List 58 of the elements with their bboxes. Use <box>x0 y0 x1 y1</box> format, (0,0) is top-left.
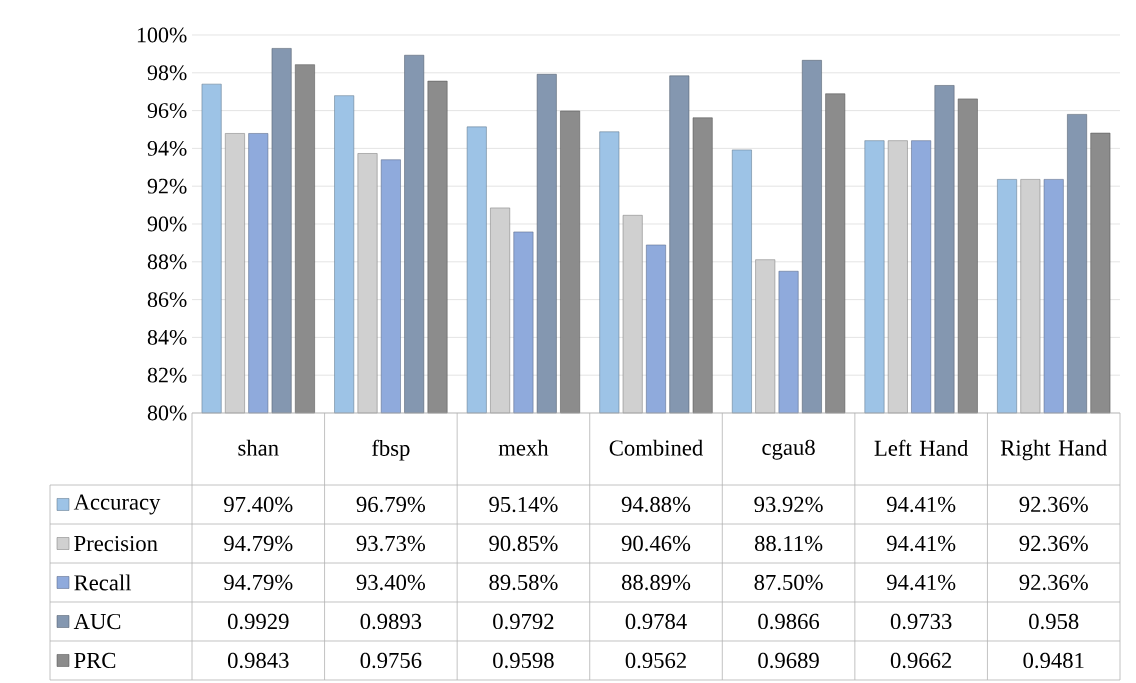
data-label: 88.89% <box>621 574 691 591</box>
data-label: 95.14% <box>489 496 558 513</box>
legend-label: AUC <box>73 613 121 630</box>
y-tick-label: 80% <box>147 405 187 421</box>
data-label: 93.92% <box>754 496 823 513</box>
y-tick-label: 98% <box>147 65 187 81</box>
x-tick-label: fbsp <box>372 439 410 461</box>
data-label: 0.9784 <box>625 613 687 630</box>
y-tick-label: 90% <box>147 216 187 232</box>
data-label: 94.88% <box>621 496 691 513</box>
data-label: 0.9843 <box>227 652 289 669</box>
data-label: 92.36% <box>1019 574 1088 591</box>
data-label: 93.73% <box>356 535 426 552</box>
data-label: 87.50% <box>754 574 823 591</box>
data-label: 93.40% <box>356 574 426 591</box>
data-label: 0.9598 <box>493 652 554 669</box>
data-label: 0.958 <box>1029 613 1079 630</box>
y-tick-label: 82% <box>147 367 187 383</box>
data-label: 0.9481 <box>1023 652 1084 669</box>
data-label: 0.9756 <box>360 652 422 669</box>
data-label: 88.11% <box>754 535 823 552</box>
data-label: 0.9866 <box>758 613 820 630</box>
y-tick-label: 100% <box>137 27 187 43</box>
data-label: 96.79% <box>356 496 426 513</box>
x-tick-label: Right Hand <box>1000 439 1107 461</box>
y-tick-label: 86% <box>147 292 187 308</box>
data-label: 92.36% <box>1019 496 1088 513</box>
x-tick-label: Left Hand <box>874 439 969 456</box>
data-label: 94.79% <box>224 535 293 552</box>
data-label: 0.9689 <box>758 652 819 669</box>
data-label: 0.9893 <box>360 613 422 630</box>
y-tick-label: 92% <box>147 178 187 194</box>
data-label: 0.9562 <box>625 652 686 669</box>
y-tick-label: 84% <box>147 329 187 345</box>
data-label: 90.46% <box>621 535 691 552</box>
x-tick-label: cgau8 <box>762 439 815 460</box>
data-label: 97.40% <box>224 496 293 513</box>
data-label: 94.41% <box>886 574 956 591</box>
y-tick-label: 96% <box>147 103 187 119</box>
data-label: 0.9792 <box>493 613 554 630</box>
data-label: 92.36% <box>1019 535 1088 552</box>
legend-label: Recall <box>74 574 132 591</box>
y-tick-label: 88% <box>147 254 187 270</box>
data-label: 94.41% <box>886 535 956 552</box>
data-label: 94.41% <box>886 496 956 513</box>
x-tick-label: Combined <box>609 439 703 456</box>
data-label: 89.58% <box>489 574 558 591</box>
x-tick-label: shan <box>238 439 279 456</box>
legend-label: PRC <box>74 652 116 669</box>
data-label: 94.79% <box>224 574 293 591</box>
x-tick-label: mexh <box>498 439 549 456</box>
data-label: 0.9929 <box>227 613 289 630</box>
legend-label: Precision <box>74 535 158 552</box>
legend-label: Accuracy <box>73 494 161 515</box>
data-label: 0.9662 <box>890 652 952 669</box>
data-label: 90.85% <box>489 535 558 552</box>
y-tick-label: 94% <box>147 140 187 156</box>
data-label: 0.9733 <box>890 613 952 630</box>
